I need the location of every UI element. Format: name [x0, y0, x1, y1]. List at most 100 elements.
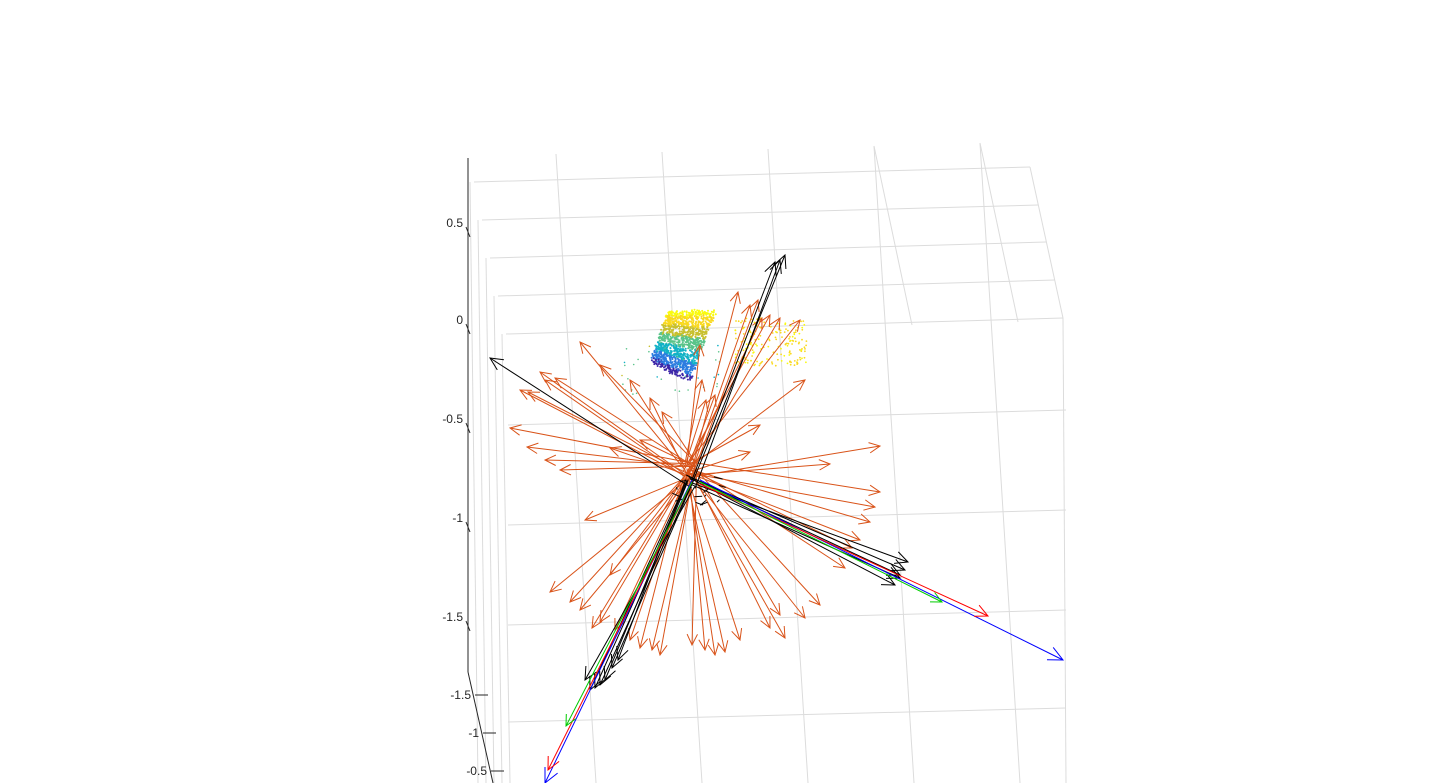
cloud-point — [707, 312, 710, 315]
z-axis-arrow-2-head — [544, 767, 558, 783]
cloud-point — [691, 324, 694, 327]
cloud-point — [666, 315, 669, 317]
cloud-point — [680, 348, 682, 350]
normal-arrow-head — [788, 319, 801, 332]
cloud-point — [759, 326, 762, 329]
cloud-point — [702, 316, 705, 319]
normal-arrow-shaft — [599, 461, 696, 623]
cloud-point — [697, 313, 700, 315]
cloud-point — [755, 343, 757, 346]
cloud-point — [713, 376, 715, 379]
cloud-point — [685, 323, 688, 326]
cloud-point — [671, 372, 674, 375]
cloud-point — [652, 357, 655, 360]
cloud-point — [691, 310, 694, 313]
z-tick-label: -1.5 — [442, 610, 463, 624]
frame-arrow-head — [599, 670, 612, 687]
z-tick-label: 0.5 — [446, 216, 463, 230]
normal-arrow-head — [793, 379, 806, 391]
frame-detail — [690, 478, 696, 481]
cloud-point — [703, 310, 706, 313]
cloud-point — [701, 323, 704, 326]
cloud-point — [699, 330, 702, 333]
y-tick-label: -1.5 — [450, 688, 471, 702]
cloud-point — [690, 354, 693, 357]
grid-line-horizontal — [473, 166, 1031, 183]
cloud-point — [774, 336, 777, 339]
cloud-point — [691, 348, 694, 351]
cloud-point — [665, 353, 668, 356]
cloud-point — [783, 331, 786, 333]
normal-arrow-shaft — [527, 391, 691, 476]
cloud-point — [627, 378, 629, 380]
normal-arrow-head — [760, 615, 771, 630]
cloud-point — [660, 337, 663, 340]
cloud-point — [685, 315, 688, 318]
frame-arrow-shaft — [685, 474, 901, 576]
cloud-point — [747, 359, 749, 362]
cloud-point — [669, 347, 672, 349]
cloud-point — [801, 328, 804, 331]
cloud-point — [689, 337, 692, 340]
z-tick-label: -0.5 — [442, 412, 463, 426]
cloud-point — [680, 376, 683, 379]
cloud-point — [805, 361, 807, 364]
cloud-point — [622, 383, 624, 386]
cloud-point — [687, 356, 690, 358]
y-axis-arrow-2-shaft — [565, 481, 693, 727]
cloud-point — [684, 362, 687, 364]
cloud-point — [688, 328, 691, 331]
cloud-point — [680, 315, 683, 317]
cloud-point — [673, 314, 676, 317]
cloud-point — [684, 335, 687, 338]
cloud-point — [664, 357, 667, 360]
cloud-point — [672, 342, 675, 345]
cloud-point — [689, 371, 692, 374]
cloud-point — [687, 361, 690, 363]
normal-arrow-head — [729, 290, 741, 304]
cloud-point — [703, 312, 706, 315]
normal-arrow-shaft — [684, 399, 707, 468]
cloud-point — [697, 377, 699, 379]
cloud-point — [702, 325, 705, 328]
cloud-point — [686, 353, 689, 356]
cloud-point — [625, 348, 628, 350]
cloud-point — [740, 321, 742, 324]
cloud-point — [686, 368, 689, 371]
frame-detail — [675, 487, 678, 490]
frame-arrow-head — [885, 563, 902, 576]
cloud-point — [621, 374, 623, 377]
cloud-point — [694, 329, 697, 332]
cloud-point — [801, 357, 803, 360]
y-axis-arrow-head — [929, 592, 944, 603]
normal-arrow-shaft — [691, 468, 698, 646]
cloud-point — [660, 328, 663, 331]
frame-arrow-shaft — [689, 477, 896, 586]
normal-arrow-head — [599, 364, 612, 377]
normal-arrow-shaft — [549, 475, 693, 593]
cloud-point — [692, 367, 695, 370]
cloud-point — [695, 354, 698, 357]
cloud-point — [700, 313, 703, 316]
cloud-point — [682, 339, 685, 342]
cloud-point — [683, 366, 686, 369]
cloud-point — [655, 348, 658, 351]
normal-arrow-shaft — [519, 389, 685, 476]
cloud-point — [695, 361, 697, 364]
cloud-point — [675, 345, 678, 347]
normal-arrow-shaft — [688, 471, 806, 619]
cloud-point — [697, 320, 700, 323]
cloud-point — [750, 341, 753, 344]
cloud-point — [672, 311, 674, 314]
cloud-point — [678, 364, 681, 367]
cloud-point — [743, 326, 745, 329]
cloud-point — [803, 356, 806, 359]
cloud-point — [799, 349, 801, 351]
cloud-point — [679, 369, 682, 372]
cloud-point — [674, 336, 677, 339]
cloud-point — [685, 341, 688, 344]
cloud-point — [692, 340, 695, 343]
grid-line-depth — [873, 145, 913, 326]
frame-detail — [718, 484, 726, 488]
normal-arrow-head — [698, 638, 710, 652]
